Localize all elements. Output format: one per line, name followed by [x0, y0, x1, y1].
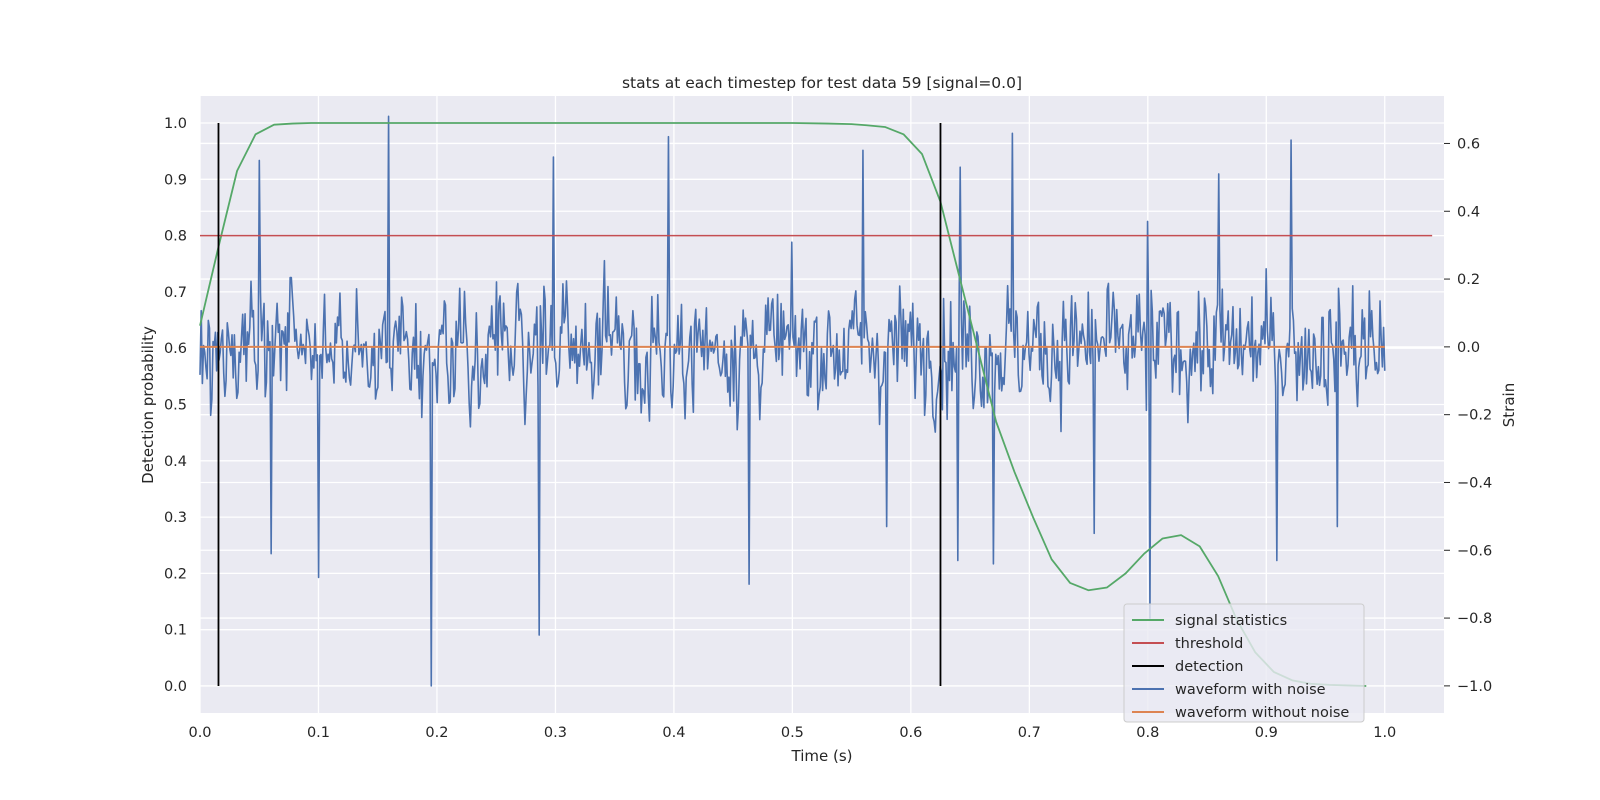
x-tick-label: 0.8	[1136, 725, 1159, 741]
x-tick-label: 1.0	[1373, 725, 1396, 741]
x-tick-label: 0.0	[188, 725, 211, 741]
legend-label: waveform without noise	[1175, 705, 1349, 721]
y-right-tick-label: 0.6	[1457, 136, 1480, 152]
legend-label: threshold	[1175, 636, 1243, 652]
y-tick-label: 0.1	[164, 623, 187, 639]
y-tick-label: 0.8	[164, 229, 187, 245]
y-tick-label: 0.6	[164, 341, 187, 357]
y-tick-label: 0.2	[164, 566, 187, 582]
y-tick-label: 0.5	[164, 398, 187, 414]
x-tick-label: 0.6	[899, 725, 922, 741]
y-axis-left-ticks: 0.0 0.1 0.2 0.3 0.4 0.5 0.6 0.7 0.8 0.9 1.0	[164, 116, 187, 695]
legend-label: detection	[1175, 659, 1243, 675]
legend: signal statistics threshold detection wavef…	[1123, 603, 1365, 723]
x-axis-ticks: 0.0 0.1 0.2 0.3 0.4 0.5 0.6 0.7 0.8 0.9 1.0	[188, 725, 1396, 741]
y-axis-left-label: Detection probability	[139, 326, 157, 484]
y-right-tick-label: 0.0	[1457, 340, 1480, 356]
x-tick-label: 0.5	[781, 725, 804, 741]
y-axis-right-ticks: −1.0 −0.8 −0.6 −0.4 −0.2 0.0 0.2 0.4 0.6	[1444, 136, 1492, 695]
x-axis-label: Time (s)	[791, 747, 853, 765]
legend-box	[1123, 603, 1365, 723]
x-tick-label: 0.4	[662, 725, 685, 741]
chart-title: stats at each timestep for test data 59 …	[622, 74, 1022, 92]
x-tick-label: 0.3	[544, 725, 567, 741]
y-right-tick-label: −0.4	[1457, 475, 1492, 491]
x-tick-label: 0.1	[307, 725, 330, 741]
y-right-tick-label: −0.8	[1457, 611, 1492, 627]
legend-label: waveform with noise	[1175, 682, 1326, 698]
series-waveform-with-noise	[199, 115, 1386, 687]
x-tick-label: 0.2	[425, 725, 448, 741]
series-layer	[199, 115, 1433, 687]
y-right-tick-label: 0.2	[1457, 272, 1480, 288]
y-right-tick-label: −0.6	[1457, 543, 1492, 559]
y-right-tick-label: −0.2	[1457, 408, 1492, 424]
y-right-tick-label: 0.4	[1457, 204, 1480, 220]
y-tick-label: 0.4	[164, 454, 187, 470]
y-tick-label: 0.7	[164, 285, 187, 301]
legend-label: signal statistics	[1175, 613, 1287, 629]
y-tick-label: 0.0	[164, 679, 187, 695]
y-tick-label: 0.9	[164, 172, 187, 188]
y-right-tick-label: −1.0	[1457, 679, 1492, 695]
y-tick-label: 0.3	[164, 510, 187, 526]
x-tick-label: 0.9	[1255, 725, 1278, 741]
x-tick-label: 0.7	[1018, 725, 1041, 741]
y-axis-right-label: Strain	[1500, 383, 1518, 427]
y-tick-label: 1.0	[164, 116, 187, 132]
